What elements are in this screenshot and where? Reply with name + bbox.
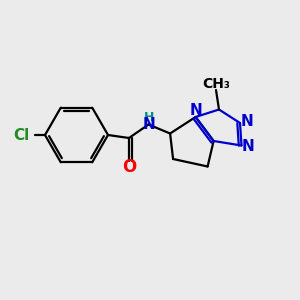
Text: O: O: [122, 158, 136, 175]
Text: H: H: [144, 111, 154, 124]
Text: CH₃: CH₃: [202, 77, 230, 91]
Text: N: N: [240, 114, 253, 129]
Text: N: N: [242, 140, 254, 154]
Text: Cl: Cl: [14, 128, 30, 142]
Text: N: N: [190, 103, 202, 118]
Text: N: N: [143, 117, 156, 132]
